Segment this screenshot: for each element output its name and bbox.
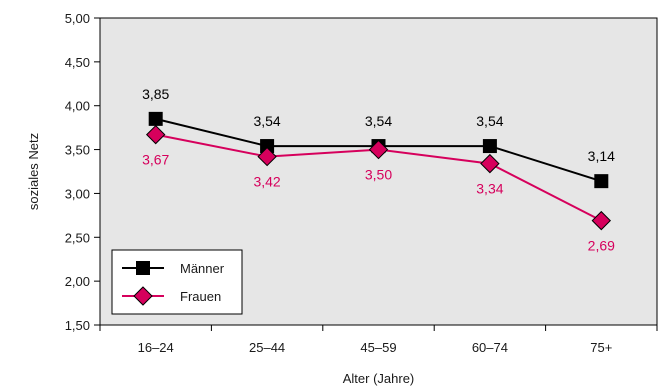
data-label: 3,14 <box>588 148 615 164</box>
y-tick-label: 4,50 <box>65 55 90 70</box>
x-axis-label: Alter (Jahre) <box>343 371 415 386</box>
data-point <box>591 210 612 231</box>
data-label: 2,69 <box>588 238 615 254</box>
y-axis-label: soziales Netz <box>26 133 41 210</box>
legend: Männer Frauen <box>111 249 243 315</box>
data-point <box>480 153 500 174</box>
data-label: 3,54 <box>476 113 503 129</box>
series-layer <box>145 111 612 231</box>
legend-marker-frauen <box>133 286 153 306</box>
data-label: 3,85 <box>142 86 169 102</box>
data-label: 3,54 <box>365 113 392 129</box>
data-point <box>368 139 389 160</box>
legend-entry-maenner: Männer <box>180 261 225 276</box>
data-label: 3,34 <box>476 181 503 197</box>
legend-box <box>111 249 243 315</box>
data-point <box>594 174 609 189</box>
x-tick-label: 16–24 <box>138 340 174 355</box>
y-tick-label: 3,00 <box>65 186 90 201</box>
data-label: 3,42 <box>253 174 280 190</box>
data-label: 3,67 <box>142 152 169 168</box>
data-label: 3,50 <box>365 167 392 183</box>
data-point <box>145 124 166 145</box>
data-point <box>148 111 163 126</box>
y-tick-label: 1,50 <box>65 318 90 333</box>
y-tick-label: 3,50 <box>65 143 90 158</box>
x-tick-label: 45–59 <box>360 340 396 355</box>
legend-entry-frauen: Frauen <box>180 289 221 304</box>
data-label: 3,54 <box>253 113 280 129</box>
legend-marker-maenner <box>136 261 150 275</box>
data-point <box>260 139 275 154</box>
y-tick-label: 2,00 <box>65 274 90 289</box>
data-point <box>482 139 497 154</box>
x-tick-label: 25–44 <box>249 340 285 355</box>
y-tick-label: 2,50 <box>65 230 90 245</box>
data-labels: 3,85 3,54 3,54 3,54 3,14 3,67 3,42 3,50 3,34 2,69 <box>142 86 615 254</box>
y-axis: 1,50 2,00 2,50 3,00 3,50 4,00 4,50 5,00 <box>65 11 101 333</box>
x-tick-label: 60–74 <box>472 340 508 355</box>
x-tick-label: 75+ <box>590 340 612 355</box>
y-tick-label: 5,00 <box>65 11 90 26</box>
x-axis: 16–24 25–44 45–59 60–74 75+ <box>99 324 658 355</box>
y-tick-label: 4,00 <box>65 99 90 114</box>
data-point <box>257 146 277 167</box>
